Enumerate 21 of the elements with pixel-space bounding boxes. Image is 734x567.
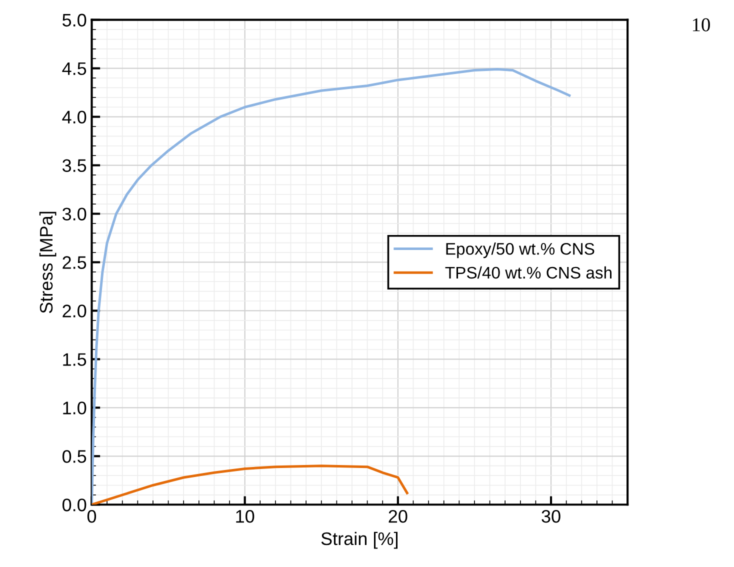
y-tick-label: 1.5 <box>63 353 86 366</box>
text: 10 <box>692 18 710 32</box>
x-tick-label: 10 <box>236 510 254 523</box>
y-tick-label: 2.0 <box>62 304 86 318</box>
y-tick-label: 3.5 <box>62 159 86 172</box>
x-tick-label: 20 <box>388 510 408 523</box>
y-tick-label: 0.5 <box>62 450 86 463</box>
y-tick-label: 3.0 <box>62 208 86 220</box>
y-tick-label: 0.0 <box>62 498 86 512</box>
y-tick-label: 2.5 <box>62 256 86 269</box>
line-series <box>92 464 408 505</box>
y-tick-label: 4.5 <box>62 62 86 76</box>
x-tick-label: 0 <box>87 510 96 523</box>
y-tick-label: 4.0 <box>62 110 86 124</box>
y-tick-label: 1.0 <box>63 402 86 414</box>
x-tick-label: 30 <box>542 510 560 523</box>
legend-label: TPS/40 wt.% CNS ash <box>445 266 612 279</box>
x-axis-title: Strain [%] <box>321 532 398 549</box>
y-tick-label: 5.0 <box>62 14 86 27</box>
legend-label: Epoxy/50 wt.% CNS <box>446 242 594 258</box>
y-axis-title: Stress [MPa] <box>39 212 56 314</box>
